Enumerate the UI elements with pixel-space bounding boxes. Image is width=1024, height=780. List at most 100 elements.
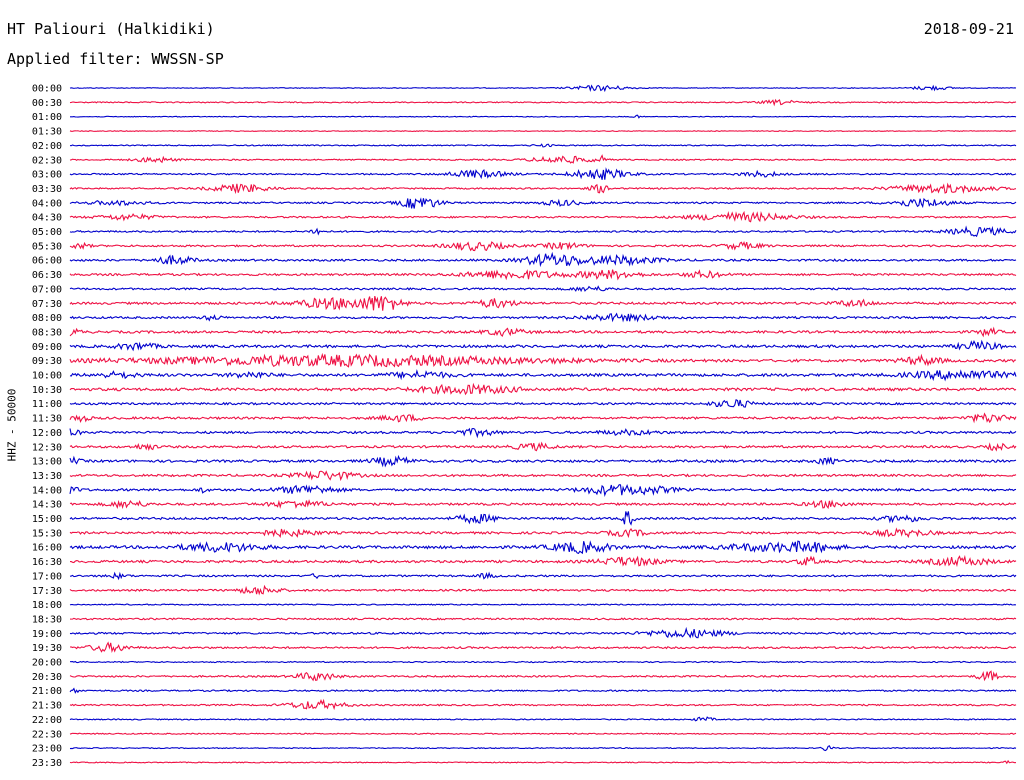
- seismic-trace-2000: [69, 660, 1017, 664]
- seismic-trace-2130: [69, 698, 1017, 711]
- trace-time-label: 11:00: [32, 399, 62, 410]
- trace-time-label: 14:30: [32, 500, 62, 511]
- trace-time-label: 12:30: [32, 442, 62, 453]
- trace-time-label: 13:30: [32, 471, 62, 482]
- trace-time-label: 05:30: [32, 241, 62, 252]
- trace-time-label: 12:00: [32, 428, 62, 439]
- seismic-trace-0230: [69, 154, 1017, 164]
- seismic-trace-1130: [69, 412, 1017, 424]
- seismic-trace-0200: [69, 143, 1017, 148]
- seismic-trace-1430: [69, 499, 1017, 510]
- trace-time-label: 19:30: [32, 643, 62, 654]
- seismic-trace-0600: [69, 251, 1017, 268]
- trace-time-label: 19:00: [32, 629, 62, 640]
- seismic-trace-1400: [69, 484, 1017, 498]
- filter-label: Applied filter: WWSSN-SP: [7, 50, 224, 68]
- seismic-trace-0300: [69, 167, 1017, 180]
- trace-time-label: 17:00: [32, 571, 62, 582]
- trace-time-label: 13:00: [32, 457, 62, 468]
- trace-time-label: 00:00: [32, 84, 62, 95]
- trace-time-label: 09:30: [32, 356, 62, 367]
- seismic-trace-1300: [69, 454, 1017, 468]
- seismic-trace-0930: [69, 352, 1017, 368]
- seismic-trace-1830: [69, 617, 1017, 621]
- seismic-trace-1230: [69, 441, 1017, 452]
- trace-time-label: 05:00: [32, 227, 62, 238]
- seismic-trace-0900: [69, 339, 1017, 352]
- trace-time-label: 16:30: [32, 557, 62, 568]
- trace-time-label: 15:00: [32, 514, 62, 525]
- trace-time-label: 11:30: [32, 414, 62, 425]
- trace-time-label: 21:30: [32, 701, 62, 712]
- seismic-trace-0430: [69, 210, 1017, 223]
- seismic-trace-2230: [69, 732, 1017, 735]
- trace-time-label: 01:30: [32, 127, 62, 138]
- seismic-trace-0500: [69, 225, 1017, 238]
- seismic-trace-1330: [69, 470, 1017, 482]
- trace-time-label: 22:00: [32, 715, 62, 726]
- trace-time-label: 02:30: [32, 155, 62, 166]
- trace-time-label: 18:30: [32, 614, 62, 625]
- trace-time-label: 04:30: [32, 213, 62, 224]
- seismic-trace-0830: [69, 326, 1017, 338]
- trace-time-label: 04:00: [32, 198, 62, 209]
- seismic-trace-1200: [69, 427, 1017, 439]
- seismic-trace-0400: [69, 197, 1017, 209]
- trace-time-label: 23:30: [32, 758, 62, 769]
- seismic-trace-0730: [69, 295, 1017, 311]
- seismic-trace-0800: [69, 312, 1017, 323]
- seismic-trace-2030: [69, 670, 1017, 682]
- seismic-trace-2200: [69, 716, 1017, 722]
- date-label: 2018-09-21: [923, 20, 1014, 38]
- seismic-trace-1100: [69, 398, 1017, 408]
- seismic-trace-0000: [69, 84, 1017, 93]
- trace-time-label: 16:00: [32, 543, 62, 554]
- seismic-trace-2330: [69, 759, 1017, 765]
- trace-time-label: 03:30: [32, 184, 62, 195]
- seismic-trace-1630: [69, 554, 1017, 568]
- trace-time-label: 02:00: [32, 141, 62, 152]
- trace-time-label: 15:30: [32, 528, 62, 539]
- trace-time-label: 23:00: [32, 744, 62, 755]
- seismic-trace-0030: [69, 98, 1017, 107]
- seismic-trace-2100: [69, 687, 1017, 694]
- seismic-trace-1000: [69, 368, 1017, 382]
- seismic-trace-0700: [69, 285, 1017, 293]
- trace-time-label: 20:30: [32, 672, 62, 683]
- seismic-trace-1700: [69, 571, 1017, 581]
- seismic-trace-0100: [69, 114, 1017, 119]
- trace-time-label: 00:30: [32, 98, 62, 109]
- seismic-trace-0530: [69, 240, 1017, 252]
- seismic-trace-1500: [69, 511, 1017, 526]
- trace-time-label: 01:00: [32, 112, 62, 123]
- trace-time-label: 03:00: [32, 170, 62, 181]
- seismic-trace-0630: [69, 269, 1017, 281]
- trace-time-label: 10:00: [32, 371, 62, 382]
- seismic-trace-2300: [69, 745, 1017, 752]
- trace-time-label: 14:00: [32, 485, 62, 496]
- trace-time-label: 17:30: [32, 586, 62, 597]
- seismic-trace-1730: [69, 584, 1017, 596]
- seismic-trace-1900: [69, 626, 1017, 639]
- trace-time-label: 09:00: [32, 342, 62, 353]
- trace-time-label: 22:30: [32, 729, 62, 740]
- trace-time-label: 07:00: [32, 284, 62, 295]
- seismic-trace-1930: [69, 641, 1017, 654]
- trace-time-label: 10:30: [32, 385, 62, 396]
- station-title: HT Paliouri (Halkidiki): [7, 20, 215, 38]
- trace-time-label: 08:30: [32, 327, 62, 338]
- seismic-trace-1600: [69, 540, 1017, 555]
- seismic-trace-0130: [69, 130, 1017, 133]
- seismic-trace-1030: [69, 382, 1017, 396]
- trace-time-label: 08:00: [32, 313, 62, 324]
- trace-time-label: 20:00: [32, 658, 62, 669]
- seismic-trace-0330: [69, 182, 1017, 195]
- seismic-trace-1800: [69, 603, 1017, 606]
- trace-time-label: 21:00: [32, 686, 62, 697]
- trace-time-label: 06:00: [32, 256, 62, 267]
- seismic-trace-1530: [69, 527, 1017, 539]
- trace-time-label: 07:30: [32, 299, 62, 310]
- trace-time-label: 18:00: [32, 600, 62, 611]
